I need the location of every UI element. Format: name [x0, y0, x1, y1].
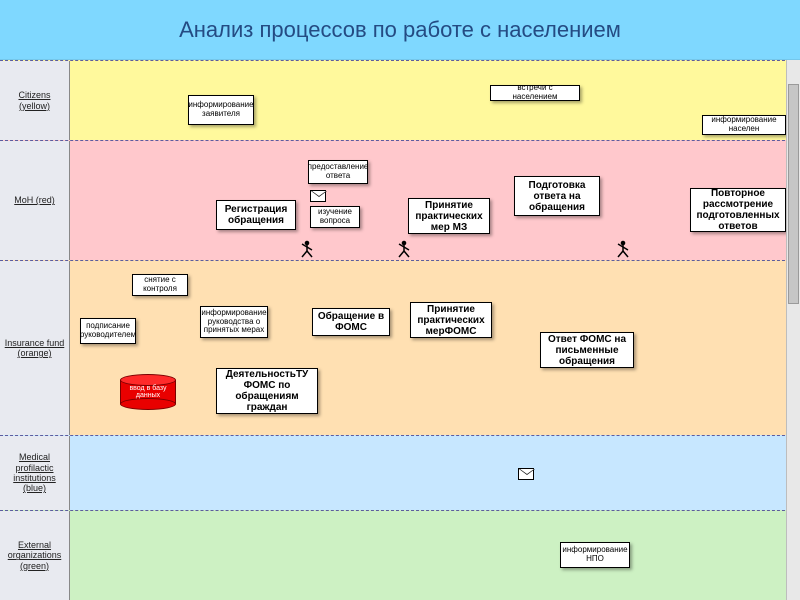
lane-ext: External organizations (green) — [0, 510, 800, 600]
lane-label-citizens: Citizens (yellow) — [0, 61, 70, 140]
database-cylinder: ввод в базу данных — [120, 380, 176, 404]
node-n1: информирование заявителя — [188, 95, 254, 125]
envelope-icon — [518, 468, 534, 480]
lane-label-ext: External organizations (green) — [0, 511, 70, 600]
vertical-scrollbar[interactable] — [786, 60, 800, 600]
node-n13: Обращение в ФОМС — [312, 308, 390, 336]
node-n3: информирование населен — [702, 115, 786, 135]
node-n14: Принятие практических мерФОМС — [410, 302, 492, 338]
lane-label-fund: Insurance fund (orange) — [0, 261, 70, 435]
scrollbar-thumb[interactable] — [788, 84, 799, 304]
node-n7: Принятие практических мер МЗ — [408, 198, 490, 234]
node-n17: информирование НПО — [560, 542, 630, 568]
node-n9: Повторное рассмотрение подготовленных от… — [690, 188, 786, 232]
node-n6: изучение вопроса — [310, 206, 360, 228]
page-title: Анализ процессов по работе с населением — [179, 17, 621, 43]
lane-fund: Insurance fund (orange) — [0, 260, 800, 435]
person-icon — [616, 240, 630, 258]
node-n8: Подготовка ответа на обращения — [514, 176, 600, 216]
lane-label-moh: MoH (red) — [0, 141, 70, 260]
node-n12: информирование руководства о принятых ме… — [200, 306, 268, 338]
node-n11: подписание руководителем — [80, 318, 136, 344]
envelope-icon — [310, 190, 326, 202]
lane-mpi: Medical profilactic institutions (blue) — [0, 435, 800, 510]
node-n10: снятие с контроля — [132, 274, 188, 296]
lane-citizens: Citizens (yellow) — [0, 60, 800, 140]
title-bar: Анализ процессов по работе с населением — [0, 0, 800, 60]
node-n5: Регистрация обращения — [216, 200, 296, 230]
person-icon — [300, 240, 314, 258]
node-n2: встречи с населением — [490, 85, 580, 101]
node-n4: предоставление ответа — [308, 160, 368, 184]
node-n15: Ответ ФОМС на письменные обращения — [540, 332, 634, 368]
lane-label-mpi: Medical profilactic institutions (blue) — [0, 436, 70, 510]
node-n16: ДеятельностьТУ ФОМС по обращениям гражда… — [216, 368, 318, 414]
swimlane-diagram: Citizens (yellow)MoH (red)Insurance fund… — [0, 60, 800, 600]
person-icon — [397, 240, 411, 258]
